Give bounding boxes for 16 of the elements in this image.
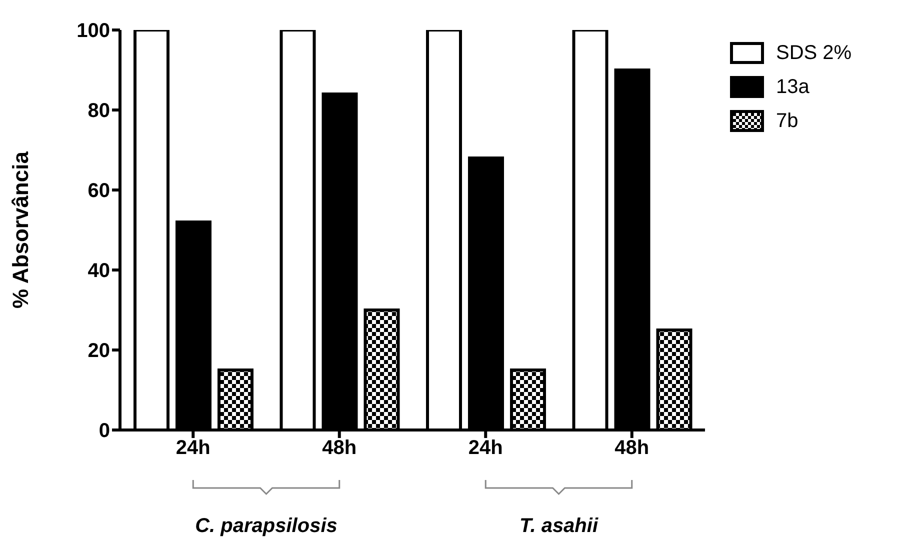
legend-label: SDS 2% — [776, 42, 852, 64]
y-tick-label: 100 — [76, 20, 110, 42]
x-tick-label: 48h — [322, 437, 357, 460]
y-tick-label: 40 — [88, 260, 110, 282]
y-tick-label: 80 — [88, 100, 110, 122]
text: T. asahii — [519, 515, 598, 537]
y-tick-label: 20 — [88, 340, 110, 362]
text: C. parapsilosis — [195, 515, 338, 537]
text: 7b — [776, 110, 798, 132]
x-tick-label: 24h — [176, 437, 210, 460]
x-tick-label: 48h — [614, 437, 650, 460]
y-tick-label: 60 — [88, 180, 110, 202]
y-tick-label: 0 — [98, 420, 110, 442]
x-tick-label: 24h — [468, 437, 503, 460]
legend-label: 13a — [776, 76, 810, 98]
y-axis-title: % Absorvância — [8, 150, 33, 308]
